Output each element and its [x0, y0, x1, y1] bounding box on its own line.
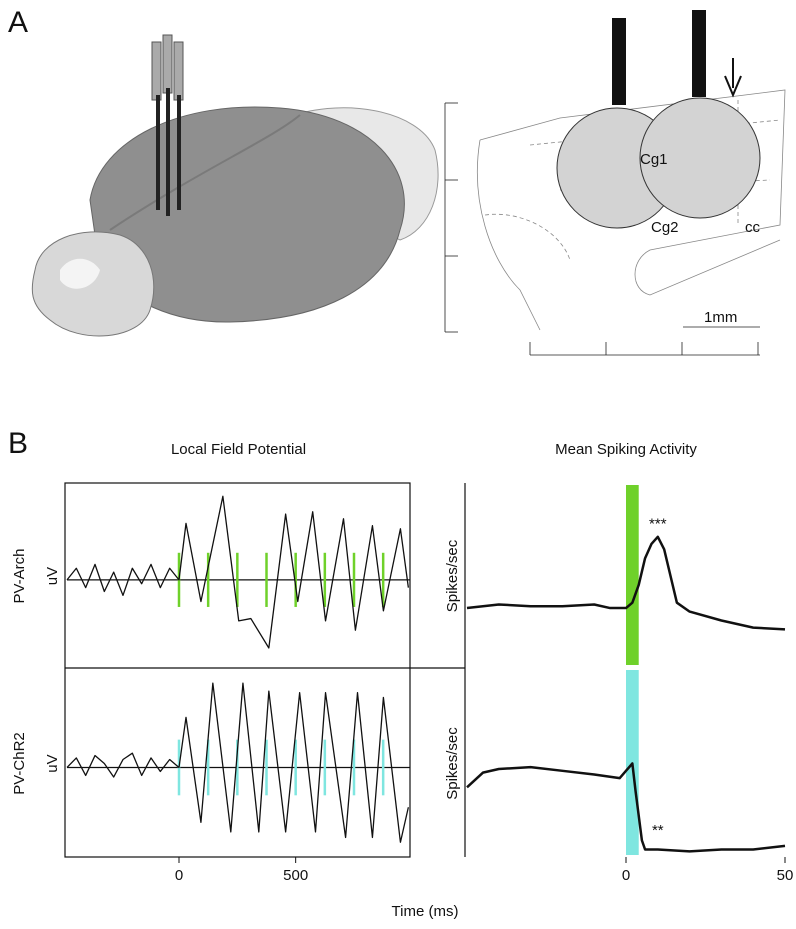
y-axis-label: uV — [44, 567, 61, 585]
brain-illustration — [31, 34, 439, 337]
y-axis-label: Spikes/sec — [444, 727, 461, 800]
row-label: PV-Arch — [11, 548, 28, 603]
stimulus-window — [626, 485, 639, 665]
annotation: ** — [652, 822, 664, 839]
region-label: Cg2 — [651, 219, 679, 236]
chart-title: Mean Spiking Activity — [555, 441, 697, 458]
trace — [66, 682, 410, 843]
x-tick-label: 0 — [622, 867, 630, 884]
chart-title: Local Field Potential — [171, 441, 306, 458]
panel-frame — [64, 482, 466, 858]
x-tick-label: 500 — [283, 867, 308, 884]
arrow — [724, 58, 742, 98]
region-label: Cg1 — [640, 151, 668, 168]
annotation: *** — [649, 515, 667, 532]
y-axis-label: Spikes/sec — [444, 539, 461, 612]
trace — [66, 495, 410, 649]
recording-site — [639, 97, 761, 219]
x-tick-label: 0 — [175, 867, 183, 884]
scale-bar-label: 1mm — [704, 309, 737, 326]
trace — [466, 762, 786, 853]
x-tick-label: 50 — [777, 867, 794, 884]
optrode — [612, 18, 626, 105]
trace — [466, 535, 786, 631]
y-axis-label: uV — [44, 754, 61, 772]
optrode — [692, 10, 706, 97]
x-axis-label: Time (ms) — [392, 903, 459, 920]
panel-label: A — [8, 6, 28, 39]
region-label: cc — [745, 219, 761, 236]
row-label: PV-ChR2 — [11, 732, 28, 795]
panel-label: B — [8, 427, 28, 460]
